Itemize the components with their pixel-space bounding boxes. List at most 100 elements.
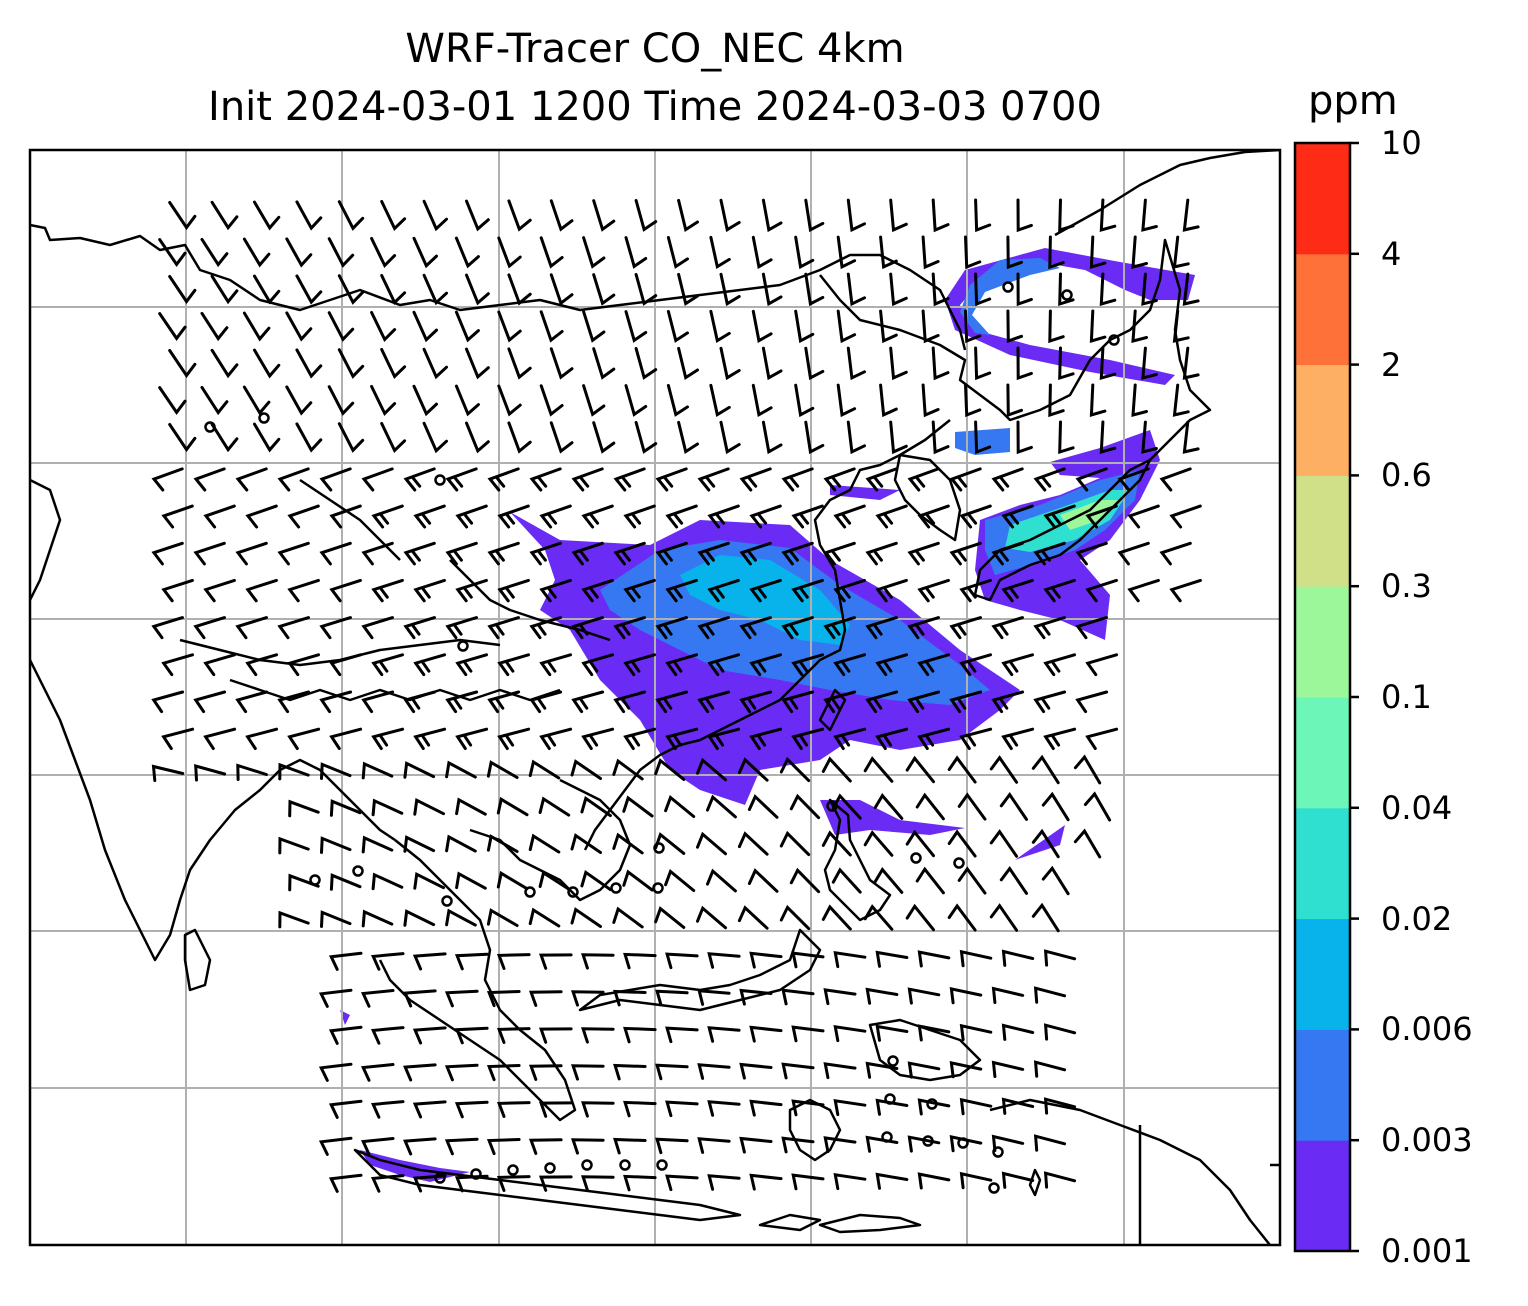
calm-marker [441, 895, 453, 907]
wind-barb [697, 616, 730, 640]
wind-barb [991, 1060, 1025, 1078]
wind-barb [486, 990, 521, 1008]
wind-barb [203, 653, 236, 677]
wind-barb [549, 421, 574, 454]
wind-barb [1048, 235, 1065, 270]
wind-barb [1006, 235, 1023, 270]
wind-barb [319, 690, 353, 714]
wind-barb [875, 1172, 909, 1190]
wind-barb [370, 1100, 405, 1119]
colorbar-tick-label: 0.001 [1381, 1232, 1473, 1270]
wind-barb [865, 541, 898, 566]
wind-barb [1085, 504, 1118, 529]
wind-barb [337, 422, 365, 453]
wind-barb [1058, 346, 1075, 381]
wind-barb [1085, 727, 1119, 750]
wind-barb [677, 346, 699, 381]
wind-barb [1172, 309, 1190, 343]
wind-barb [749, 1025, 783, 1043]
wind-barb [287, 727, 321, 750]
wind-barb [422, 421, 448, 454]
wind-barb [361, 690, 395, 714]
plume-philippines-east [1015, 825, 1065, 860]
colorbar-segment [1295, 475, 1350, 587]
wind-barb [539, 578, 572, 603]
wind-barb [833, 1173, 867, 1191]
wind-barb [654, 906, 686, 929]
wind-barb [571, 616, 604, 640]
wind-barb [412, 384, 438, 417]
colorbar-segment [1295, 253, 1350, 366]
wind-barb [327, 385, 355, 416]
wind-barb [486, 760, 519, 779]
wind-barb [455, 504, 488, 529]
wind-barb [486, 1064, 521, 1082]
wind-barb [168, 275, 197, 305]
wind-barb [875, 950, 909, 968]
plume-east-china-sea [830, 485, 900, 500]
wind-barb [959, 727, 993, 750]
wind-barb [931, 346, 950, 381]
wind-barb [949, 1134, 983, 1153]
wind-barb [791, 1025, 825, 1043]
wind-barb [821, 904, 852, 931]
wind-barb [329, 799, 362, 817]
wind-barb [917, 578, 950, 603]
wind-barb [288, 873, 320, 892]
wind-barb [655, 467, 688, 492]
wind-barb [253, 274, 281, 305]
wind-barb [538, 870, 571, 891]
wind-barb [444, 1063, 479, 1082]
wind-barb [739, 1062, 773, 1080]
wind-barb [549, 347, 574, 380]
wind-barb [991, 616, 1024, 640]
wind-barb [989, 755, 1019, 784]
wind-barb [739, 690, 773, 714]
wind-barb [707, 578, 740, 603]
wind-barb [831, 867, 862, 894]
wind-barb [571, 1138, 605, 1155]
wind-barb [665, 578, 698, 603]
wind-barb [907, 541, 940, 566]
wind-barb [454, 384, 480, 417]
wind-barb [1058, 198, 1075, 233]
wind-barb [210, 200, 239, 231]
wind-barb [529, 467, 562, 492]
calm-marker [953, 857, 965, 869]
wind-barb [370, 1174, 405, 1193]
wind-barb [371, 504, 404, 529]
wind-barb [707, 952, 741, 969]
wind-barb [889, 272, 908, 307]
wind-barb [989, 903, 1019, 932]
wind-barb [1141, 346, 1158, 380]
wind-barb [403, 467, 436, 492]
wind-barb [403, 690, 437, 714]
wind-barb [580, 869, 612, 892]
colorbar-unit-label: ppm [1308, 78, 1398, 124]
wind-barb [454, 1100, 489, 1119]
wind-barb [1085, 578, 1118, 603]
wind-barb [781, 467, 814, 492]
wind-barb [709, 235, 731, 269]
wind-barb [634, 421, 658, 454]
wind-barb [413, 798, 445, 816]
wind-barb [465, 421, 490, 454]
wind-barb [623, 578, 656, 603]
wind-barb [739, 467, 772, 492]
wind-barb [1172, 383, 1190, 417]
wind-barb [444, 989, 479, 1008]
wind-barb [749, 578, 782, 603]
wind-barb [623, 653, 656, 677]
wind-barb [277, 467, 310, 492]
wind-barb [823, 1062, 857, 1080]
wind-barb [329, 504, 362, 529]
wind-barb [879, 309, 898, 344]
wind-barb [371, 872, 404, 891]
colorbar-tick-label: 4 [1381, 234, 1402, 273]
wind-barb [380, 274, 407, 306]
wind-barb [833, 504, 866, 529]
wind-barb [422, 199, 448, 232]
wind-barb [664, 795, 696, 818]
wind-barb [1006, 383, 1023, 418]
wind-barb [794, 383, 815, 418]
